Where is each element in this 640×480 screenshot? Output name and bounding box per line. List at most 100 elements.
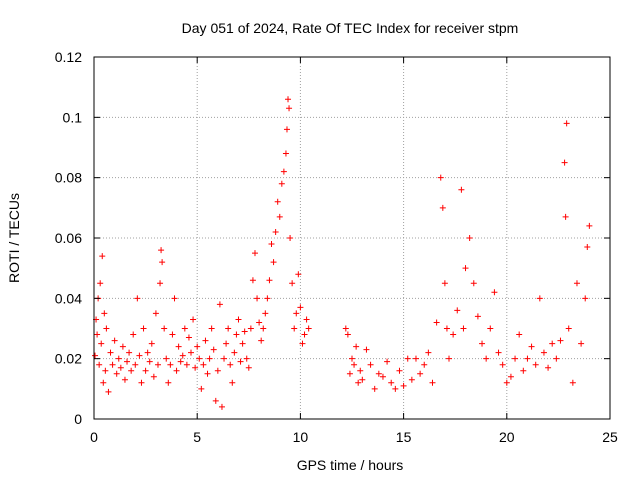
data-point — [148, 340, 155, 347]
data-point — [233, 331, 240, 338]
data-point — [351, 361, 358, 368]
data-point — [132, 361, 139, 368]
data-point — [446, 355, 453, 362]
data-point — [210, 346, 217, 353]
data-point — [503, 379, 510, 386]
data-point — [495, 349, 502, 356]
data-point — [561, 159, 568, 166]
data-point — [425, 349, 432, 356]
data-point — [173, 367, 180, 374]
data-point — [512, 355, 519, 362]
data-point — [94, 331, 101, 338]
data-point — [272, 228, 279, 235]
data-point — [357, 367, 364, 374]
data-point — [100, 379, 107, 386]
data-point — [466, 235, 473, 241]
x-tick-label: 5 — [193, 429, 201, 445]
data-point — [487, 325, 494, 332]
data-point — [188, 349, 195, 356]
data-point — [138, 379, 145, 386]
data-point — [121, 376, 128, 383]
x-axis-label: GPS time / hours — [297, 457, 404, 473]
data-point — [520, 367, 527, 374]
data-point — [342, 325, 349, 332]
data-point — [146, 358, 153, 365]
data-point — [119, 343, 126, 350]
data-point — [109, 361, 116, 368]
data-point — [392, 385, 399, 392]
y-tick-label: 0.06 — [55, 230, 82, 246]
data-point — [565, 325, 572, 332]
y-tick-label: 0.12 — [55, 49, 82, 65]
data-point — [218, 403, 225, 410]
data-point — [194, 343, 201, 350]
data-point — [179, 352, 186, 359]
data-point — [206, 355, 213, 362]
data-point — [124, 358, 131, 365]
data-point — [443, 325, 450, 332]
data-point — [573, 280, 580, 287]
data-point — [198, 385, 205, 392]
data-point — [470, 280, 477, 287]
data-point — [439, 204, 446, 211]
data-point — [169, 331, 176, 338]
data-point — [204, 370, 211, 377]
data-point — [235, 316, 242, 323]
data-point — [462, 265, 469, 272]
data-point — [202, 337, 209, 344]
data-point — [231, 349, 238, 356]
data-point — [216, 301, 223, 308]
data-point — [301, 331, 308, 338]
data-point — [586, 222, 593, 229]
data-point — [371, 385, 378, 392]
y-tick-label: 0.04 — [55, 290, 82, 306]
data-point — [212, 397, 219, 404]
data-point — [545, 364, 552, 371]
data-point — [295, 271, 302, 278]
data-point — [379, 373, 386, 380]
data-point — [113, 370, 120, 377]
data-point — [268, 241, 275, 248]
data-point — [225, 325, 232, 332]
data-point — [171, 295, 178, 302]
data-point — [260, 325, 267, 332]
y-tick-label: 0.08 — [55, 170, 82, 186]
data-point — [99, 253, 106, 260]
data-point — [237, 358, 244, 365]
data-point — [429, 379, 436, 386]
data-point — [134, 295, 141, 302]
data-point — [262, 310, 269, 317]
data-point — [479, 340, 486, 347]
data-point — [355, 379, 362, 386]
data-point — [126, 349, 133, 356]
data-point — [408, 376, 415, 383]
data-point — [474, 313, 481, 320]
data-point — [97, 280, 104, 287]
data-point — [105, 388, 112, 395]
data-point — [346, 370, 353, 377]
data-point — [549, 340, 556, 347]
data-point — [165, 379, 172, 386]
data-point — [214, 367, 221, 374]
data-point — [227, 361, 234, 368]
data-point — [115, 355, 122, 362]
data-point — [96, 361, 103, 368]
data-point — [433, 319, 440, 326]
data-point — [287, 235, 294, 241]
data-point — [245, 364, 252, 371]
data-point — [181, 325, 188, 332]
data-point — [286, 105, 293, 112]
data-point — [540, 349, 547, 356]
data-point — [450, 331, 457, 338]
data-point — [154, 361, 161, 368]
y-tick-label: 0 — [74, 411, 82, 427]
data-point — [412, 355, 419, 362]
data-point — [363, 346, 370, 353]
data-point — [524, 355, 531, 362]
data-point — [223, 340, 230, 347]
data-point — [349, 355, 355, 362]
data-point — [291, 325, 298, 332]
data-point — [532, 361, 539, 368]
data-point — [107, 349, 114, 356]
data-point — [152, 310, 159, 317]
